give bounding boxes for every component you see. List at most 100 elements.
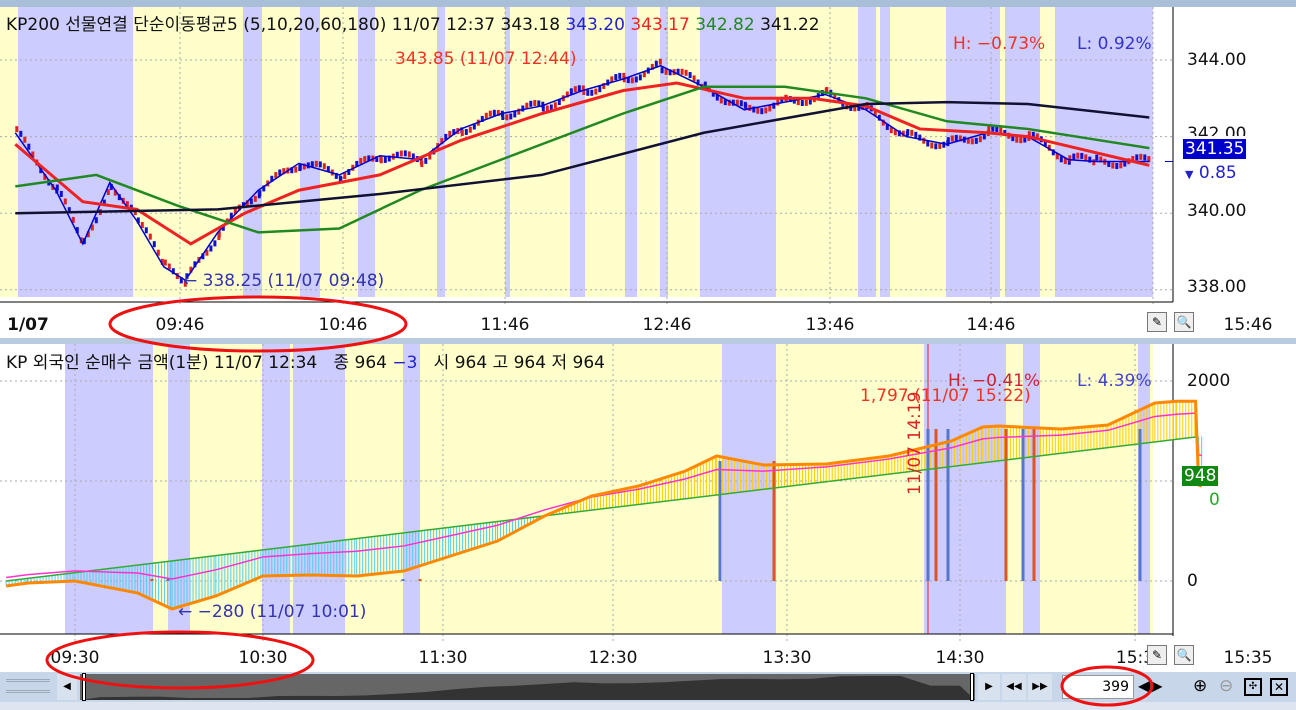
grip-handle[interactable] [6,679,50,693]
price-chart[interactable] [0,7,1296,338]
candle [444,133,448,140]
draw-pencil-button[interactable]: ✎ [1147,312,1167,332]
candle [893,129,897,136]
candle [43,173,47,180]
x-tick: 11:30 [418,648,468,668]
candle [776,99,780,106]
candle [991,125,995,132]
candle [1047,144,1051,151]
range-right-handle[interactable] [970,673,974,701]
candle [383,156,387,163]
bar-count-input[interactable]: 399 [1062,675,1134,699]
x-tick: 12:46 [642,315,692,335]
candle [1092,159,1096,166]
net-buy-line [5,399,1203,611]
split-arrow-icon[interactable]: ◀▶ [1138,676,1163,695]
foreign-net-buy-chart[interactable] [0,344,1296,672]
candle [521,105,525,112]
high-annotation: 343.85 (11/07 12:44) [395,49,577,69]
candle [529,100,533,107]
candle [314,160,318,167]
candle [347,169,351,176]
candle [189,266,193,273]
candle [171,268,175,275]
panel-separator[interactable] [0,338,1296,344]
overview-minimap[interactable] [80,674,975,700]
candle [343,172,347,179]
candle [71,216,75,223]
candle [109,183,113,190]
candle [488,110,492,117]
y-tick: 338.00 [1187,277,1247,297]
zoom-search-button[interactable]: 🔍 [1174,312,1194,332]
candle [185,273,189,280]
candle [739,100,743,107]
scroll-left-button[interactable]: ◀ [57,674,77,700]
price-value: 343.18 [500,15,561,35]
range-left-handle[interactable] [82,673,86,701]
candle [638,74,642,81]
candle [703,81,707,88]
candle [496,109,500,116]
candle [1135,154,1139,161]
rewind-button[interactable]: ◀◀ [1002,674,1026,700]
candle [1143,154,1147,161]
candle [1080,152,1084,159]
candle [598,86,602,93]
fast-forward-button[interactable]: ▶▶ [1028,674,1052,700]
candle [1107,161,1111,168]
candle [424,157,428,164]
chart-scroll-bar[interactable]: ◀ ▶ ◀◀ ▶▶ 399 ◀▶ ⊕ ⊖ ✣ ✕ [0,672,1296,702]
candle [505,114,509,121]
candle [918,134,922,141]
fit-icon[interactable]: ✣ [1244,678,1262,696]
down-triangle-icon: ▼ [1185,168,1194,181]
candle [533,100,537,107]
candle [106,189,110,196]
candle [545,105,549,112]
candle [541,101,545,108]
candle [355,160,359,167]
close-icon[interactable]: ✕ [1270,678,1288,696]
candle [668,69,672,76]
scroll-right-button[interactable]: ▶ [978,674,1000,700]
candle [1031,131,1035,138]
candle [19,130,23,137]
session-band [243,7,262,297]
zoom-search-button[interactable]: 🔍 [1174,645,1194,665]
candle [1088,156,1092,163]
candle [249,198,253,205]
y-tick: 2000 [1187,371,1231,391]
candle [658,58,662,65]
candle [245,200,249,207]
candle [1076,152,1080,159]
x-tick: 09:46 [155,315,205,335]
candle [1131,156,1135,163]
zoom-in-icon[interactable]: ⊕ [1193,676,1208,696]
candle [881,119,885,126]
candle [448,130,452,137]
zoom-out-icon[interactable]: ⊖ [1219,676,1234,696]
candle [796,99,800,106]
candle [1115,163,1119,170]
candle [113,189,117,196]
candle [804,99,808,106]
x-tick: 09:30 [50,648,100,668]
candle [492,109,496,116]
candle [1099,156,1103,163]
session-band [65,344,153,634]
candle [1084,154,1088,161]
candle [664,68,668,75]
candle [590,89,594,96]
candle [395,151,399,158]
candle [298,164,302,171]
candle [610,76,614,83]
draw-pencil-button[interactable]: ✎ [1147,645,1167,665]
last-change: 0 [1209,490,1220,510]
candle [140,222,144,229]
candle [680,68,684,75]
candle [1023,136,1027,143]
candle [55,184,59,191]
average-line [6,412,1202,580]
candle [163,259,167,266]
